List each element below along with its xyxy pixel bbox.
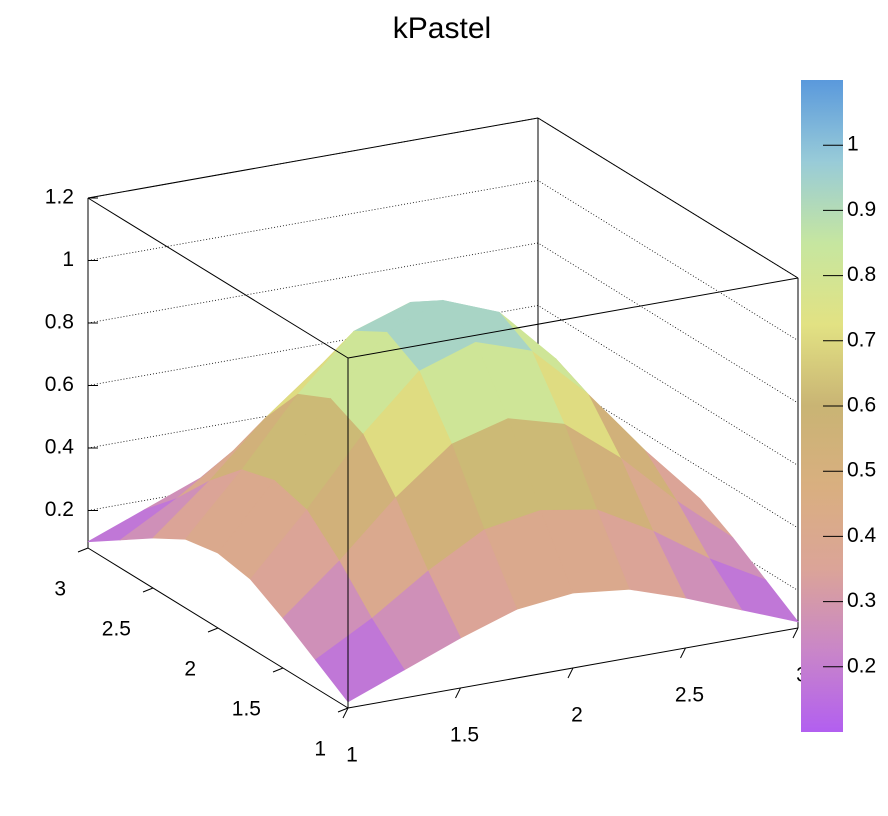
colorbar-tick-label: 0.8 <box>847 263 876 286</box>
x-tick-label: 2.5 <box>675 684 704 707</box>
grid-line <box>87 117 799 279</box>
colorbar-tick-label: 1 <box>847 133 859 156</box>
y-tick <box>142 587 154 593</box>
box-edge <box>347 277 799 359</box>
box-edge <box>537 117 799 279</box>
x-tick <box>342 707 349 719</box>
y-tick-label: 2 <box>184 658 196 681</box>
grid-line <box>87 367 799 529</box>
y-tick-label: 1 <box>314 738 326 761</box>
x-tick-label: 1.5 <box>450 724 479 747</box>
grid-line <box>87 180 799 341</box>
grid-line <box>87 242 799 404</box>
box-edge <box>87 197 349 359</box>
z-tick-label: 0.8 <box>45 311 74 334</box>
z-tick-label: 0.4 <box>45 436 75 459</box>
x-tick-label: 2 <box>571 704 583 727</box>
colorbar-tick-label: 0.6 <box>847 394 876 417</box>
y-tick-label: 3 <box>54 578 66 601</box>
x-tick <box>680 647 686 659</box>
surface-cell <box>314 618 405 703</box>
y-tick-label: 1.5 <box>232 698 261 721</box>
y-tick <box>272 667 284 673</box>
colorbar-tick-label: 0.9 <box>847 198 876 221</box>
y-tick <box>207 627 219 633</box>
z-tick-label: 0.6 <box>45 373 74 396</box>
y-tick-label: 2.5 <box>102 618 131 641</box>
x-tick <box>567 667 574 679</box>
x-tick <box>792 627 799 639</box>
box-edge <box>87 117 539 199</box>
z-tick-label: 0.2 <box>45 498 74 521</box>
colorbar-tick-label: 0.5 <box>847 459 876 482</box>
chart-title: kPastel <box>393 12 491 45</box>
y-tick <box>77 547 89 553</box>
grid-line <box>87 305 799 466</box>
z-tick-label: 1 <box>62 248 74 271</box>
colorbar-tick-label: 0.4 <box>847 524 877 547</box>
z-tick-label: 1.2 <box>45 186 74 209</box>
colorbar-tick-label: 0.7 <box>847 328 876 351</box>
x-tick <box>455 687 461 699</box>
colorbar-tick-label: 0.3 <box>847 589 876 612</box>
y-tick <box>337 707 349 713</box>
colorbar-tick-label: 0.2 <box>847 654 876 677</box>
x-tick-label: 1 <box>346 744 358 767</box>
